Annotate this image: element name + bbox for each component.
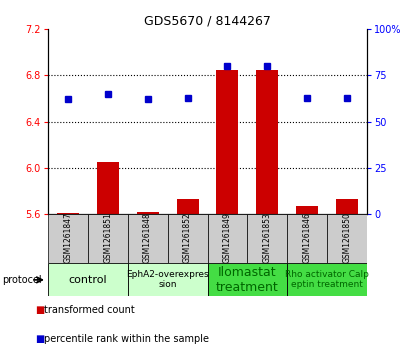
Bar [287, 214, 327, 263]
Text: GSM1261850: GSM1261850 [343, 212, 352, 263]
Text: GSM1261847: GSM1261847 [63, 212, 72, 263]
Bar [88, 214, 128, 263]
Text: ■: ■ [35, 334, 44, 344]
Bar [247, 214, 287, 263]
Bar [128, 214, 168, 263]
Text: GSM1261849: GSM1261849 [223, 212, 232, 263]
Bar [128, 263, 208, 296]
Bar [97, 162, 119, 214]
Bar [208, 263, 287, 296]
Text: GSM1261846: GSM1261846 [303, 212, 312, 263]
Text: Ilomastat
treatment: Ilomastat treatment [216, 265, 279, 294]
Text: EphA2-overexpres
sion: EphA2-overexpres sion [126, 270, 209, 289]
Text: protocol: protocol [2, 275, 42, 285]
Bar [176, 199, 198, 214]
Text: GSM1261852: GSM1261852 [183, 212, 192, 263]
Bar [296, 206, 318, 214]
Bar [256, 70, 278, 214]
Bar [48, 214, 88, 263]
Text: percentile rank within the sample: percentile rank within the sample [44, 334, 209, 344]
Text: GSM1261853: GSM1261853 [263, 212, 272, 263]
Text: GSM1261848: GSM1261848 [143, 212, 152, 263]
Text: ■: ■ [35, 305, 44, 315]
Bar [327, 214, 367, 263]
Text: control: control [68, 274, 107, 285]
Bar [217, 70, 239, 214]
Bar [287, 263, 367, 296]
Bar [57, 213, 79, 214]
Bar [336, 199, 358, 214]
Text: transformed count: transformed count [44, 305, 134, 315]
Bar [137, 212, 159, 214]
Bar [208, 214, 247, 263]
Text: Rho activator Calp
eptin treatment: Rho activator Calp eptin treatment [286, 270, 369, 289]
Title: GDS5670 / 8144267: GDS5670 / 8144267 [144, 15, 271, 28]
Bar [168, 214, 208, 263]
Text: GSM1261851: GSM1261851 [103, 212, 112, 263]
Bar [48, 263, 128, 296]
